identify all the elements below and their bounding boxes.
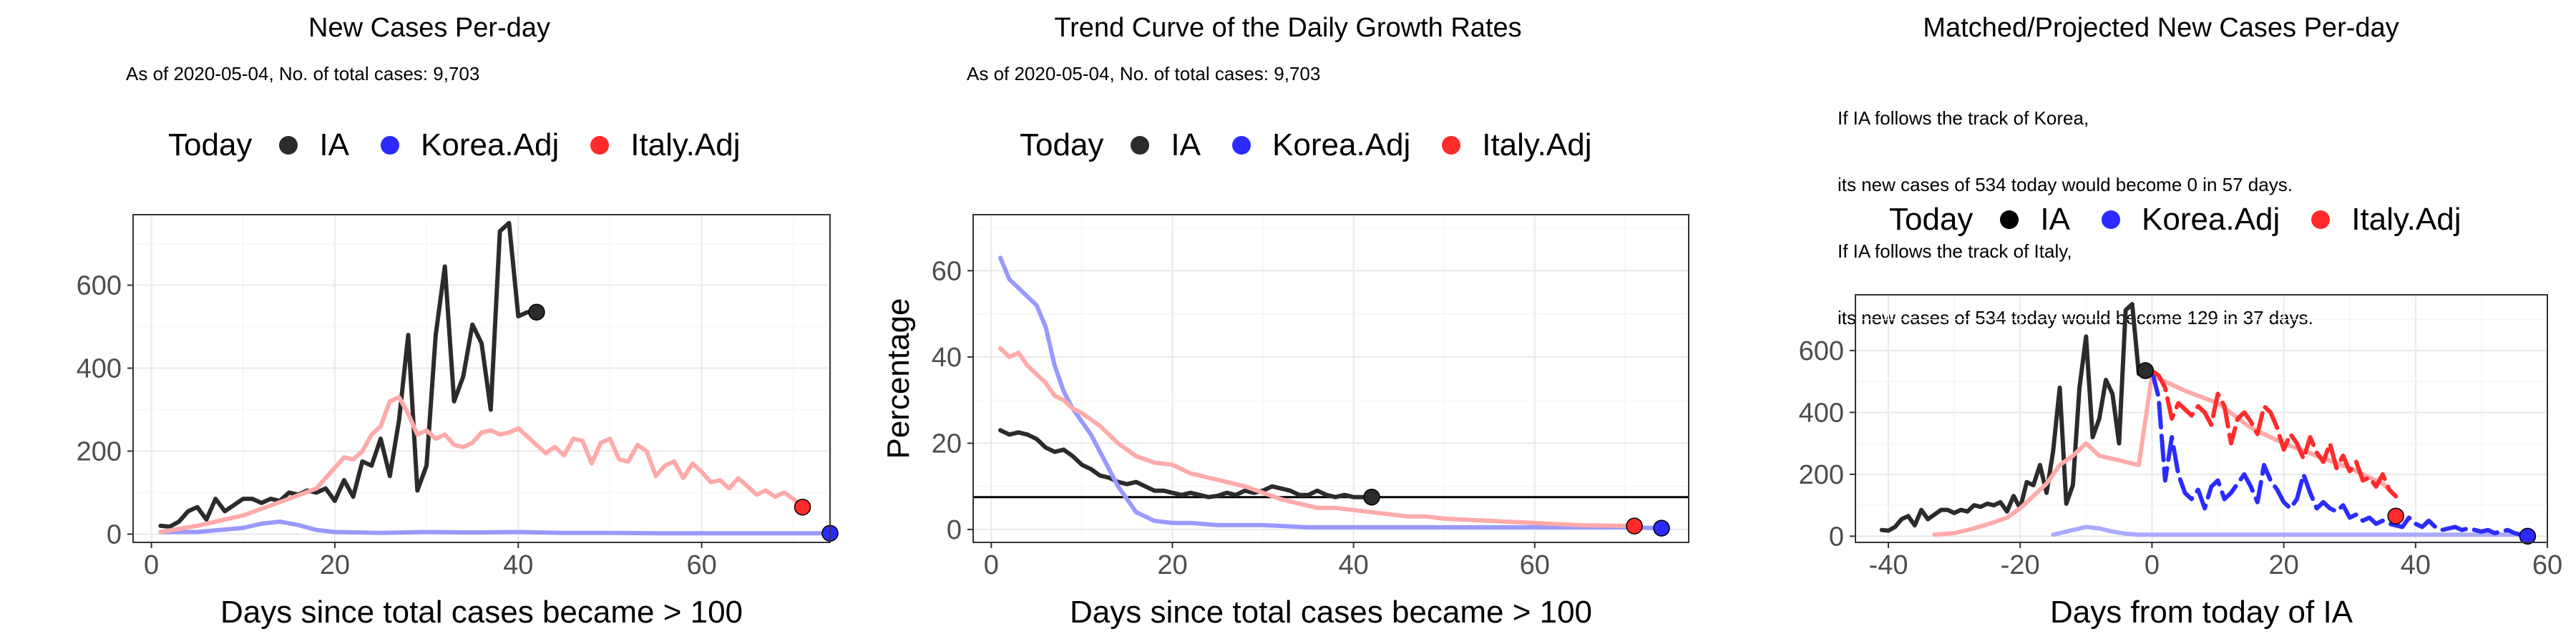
x-axis-label: Days since total cases became > 100 xyxy=(220,595,743,630)
y-tick-label: 600 xyxy=(1799,336,1844,366)
series-line-0 xyxy=(158,220,539,529)
x-tick-label: 20 xyxy=(320,550,350,580)
today-point xyxy=(1653,519,1670,537)
series-line-2 xyxy=(158,395,805,535)
series-line-3 xyxy=(2150,369,2530,539)
x-tick-label: 20 xyxy=(2268,550,2298,580)
y-tick-label: 600 xyxy=(77,271,122,301)
legend-label-italy: Italy.Adj xyxy=(2351,202,2462,237)
legend-dot-korea xyxy=(381,136,399,155)
x-axis-label: Days from today of IA xyxy=(2050,595,2353,630)
chart-subtitle: As of 2020-05-04, No. of total cases: 9,… xyxy=(967,63,1321,84)
chart-title: Matched/Projected New Cases Per-day xyxy=(1923,13,2399,43)
legend-dot-ia xyxy=(2000,210,2019,229)
legend-dot-ia xyxy=(1131,136,1150,155)
x-tick-label: 60 xyxy=(2532,550,2562,580)
panel-border xyxy=(972,214,1689,543)
legend-dot-italy xyxy=(1442,136,1461,155)
legend-dot-italy xyxy=(2311,210,2331,229)
y-tick-label: 20 xyxy=(932,429,962,459)
subtitle-line: its new cases of 534 today would become … xyxy=(1838,174,2293,195)
panel-border xyxy=(132,214,831,543)
series-line-4 xyxy=(2150,369,2399,499)
panel-growth-rates: Trend Curve of the Daily Growth Rates As… xyxy=(859,0,1717,644)
chart-subtitle: If IA follows the track of Korea, its ne… xyxy=(1838,63,2313,374)
today-point xyxy=(794,498,811,516)
legend: Today IA Korea.Adj Italy.Adj xyxy=(168,127,771,163)
y-tick-label: 200 xyxy=(77,436,122,467)
legend-label-korea: Korea.Adj xyxy=(2142,202,2280,237)
y-tick-label: 400 xyxy=(1799,398,1844,428)
legend-title: Today xyxy=(168,127,253,162)
today-point xyxy=(2387,507,2404,525)
x-tick-label: 40 xyxy=(503,550,533,580)
series-line-2 xyxy=(1932,373,2399,537)
subtitle-line: If IA follows the track of Korea, xyxy=(1838,107,2089,129)
legend-label-ia: IA xyxy=(1171,127,1201,162)
series-line-2 xyxy=(998,346,1637,529)
legend-title: Today xyxy=(1020,127,1104,162)
x-tick-label: 0 xyxy=(984,550,999,580)
legend-dot-ia xyxy=(279,136,298,155)
legend: Today IA Korea.Adj Italy.Adj xyxy=(1889,202,2492,238)
chart-title: Trend Curve of the Daily Growth Rates xyxy=(1054,13,1522,43)
legend-label-ia: IA xyxy=(319,127,349,162)
x-tick-label: 60 xyxy=(686,550,716,580)
y-tick-label: 0 xyxy=(107,519,122,550)
y-tick-label: 0 xyxy=(1829,522,1844,552)
legend-dot-italy xyxy=(590,136,610,155)
x-tick-label: -40 xyxy=(1869,550,1908,580)
legend-label-ia: IA xyxy=(2040,202,2070,237)
today-point xyxy=(1626,517,1643,535)
legend-label-italy: Italy.Adj xyxy=(630,127,741,162)
x-tick-label: 40 xyxy=(2401,550,2431,580)
y-axis-label: Percentage xyxy=(881,298,916,459)
today-point xyxy=(2137,362,2154,379)
legend: Today IA Korea.Adj Italy.Adj xyxy=(1020,127,1623,163)
legend-label-korea: Korea.Adj xyxy=(421,127,560,162)
y-tick-label: 60 xyxy=(932,256,962,286)
panel-projected: Matched/Projected New Cases Per-day If I… xyxy=(1717,0,2576,644)
chart-title: New Cases Per-day xyxy=(308,13,550,43)
y-tick-label: 200 xyxy=(1799,460,1844,490)
chart-subtitle: As of 2020-05-04, No. of total cases: 9,… xyxy=(126,63,480,84)
legend-label-italy: Italy.Adj xyxy=(1482,127,1592,162)
y-tick-label: 40 xyxy=(932,343,962,373)
x-tick-label: 20 xyxy=(1157,550,1187,580)
x-tick-label: 0 xyxy=(144,550,159,580)
legend-title: Today xyxy=(1889,202,1974,237)
legend-dot-korea xyxy=(1232,136,1251,155)
today-point xyxy=(2519,527,2537,545)
series-line-0 xyxy=(998,428,1374,499)
legend-dot-korea xyxy=(2102,210,2120,229)
plot-area: 0 20 40 60 0 20 40 60 Days since total cases bec… xyxy=(881,214,1689,630)
x-axis-label: Days since total cases became > 100 xyxy=(1070,595,1592,630)
x-tick-label: -20 xyxy=(2001,550,2040,580)
y-tick-label: 400 xyxy=(77,354,122,384)
subtitle-line: If IA follows the track of Italy, xyxy=(1838,240,2072,262)
series-line-1 xyxy=(2051,525,2530,537)
x-tick-label: 60 xyxy=(1520,550,1550,580)
x-tick-label: 40 xyxy=(1339,550,1369,580)
series-line-0 xyxy=(1879,302,2155,533)
panel-new-cases: New Cases Per-day As of 2020-05-04, No. … xyxy=(0,0,859,644)
series-line-1 xyxy=(998,255,1664,531)
subtitle-line: its new cases of 534 today would become … xyxy=(1838,307,2313,328)
series-line-1 xyxy=(158,519,832,536)
x-tick-label: 0 xyxy=(2145,550,2160,580)
today-point xyxy=(1363,488,1380,506)
panel-border xyxy=(1855,294,2548,543)
y-tick-label: 0 xyxy=(947,515,962,545)
today-point xyxy=(528,303,545,321)
legend-label-korea: Korea.Adj xyxy=(1272,127,1411,162)
